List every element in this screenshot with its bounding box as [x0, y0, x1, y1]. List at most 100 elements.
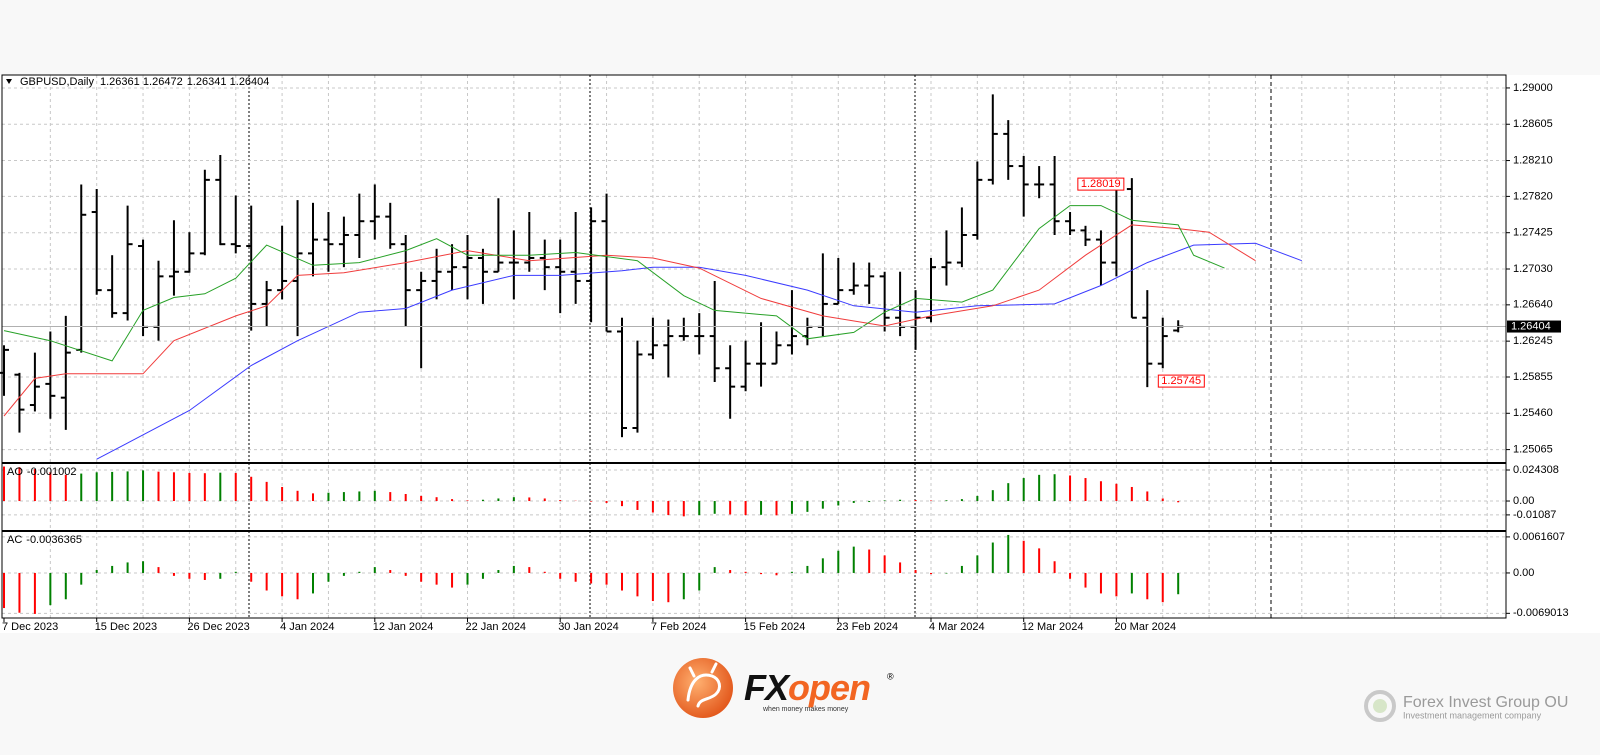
x-tick-label: 30 Jan 2024: [558, 621, 619, 633]
histogram-bar: [80, 572, 83, 585]
histogram-bar: [852, 546, 855, 573]
alligator-line: [3, 205, 1225, 362]
histogram-bar: [64, 572, 67, 600]
histogram-bar: [868, 501, 871, 503]
histogram-bar: [852, 501, 855, 503]
y-tick-label: 0.00: [1513, 567, 1534, 579]
histogram-bar: [1130, 486, 1133, 502]
histogram-bar: [713, 501, 716, 514]
histogram-bar: [1177, 572, 1180, 595]
histogram-bar: [790, 501, 793, 514]
histogram-bar: [497, 498, 500, 502]
x-tick-label: 20 Mar 2024: [1114, 621, 1176, 633]
histogram-bar: [1161, 498, 1164, 502]
y-tick-label: -0.0069013: [1513, 607, 1569, 619]
histogram-bar: [1007, 483, 1010, 502]
alligator-line: [96, 242, 1302, 460]
y-tick-label: 1.25855: [1513, 371, 1553, 383]
histogram-bar: [33, 572, 36, 614]
histogram-bar: [682, 501, 685, 517]
y-tick-label: -0.01087: [1513, 509, 1556, 521]
histogram-bar: [698, 501, 701, 516]
histogram-bar: [1022, 540, 1025, 573]
histogram-bar: [404, 572, 407, 576]
histogram-bar: [219, 572, 222, 579]
histogram-bar: [729, 501, 732, 515]
histogram-bar: [435, 497, 438, 502]
histogram-bar: [744, 571, 747, 573]
histogram-bar: [49, 572, 52, 606]
histogram-bar: [883, 500, 886, 502]
indicator-name: AC: [7, 534, 22, 546]
x-tick-label: 22 Jan 2024: [466, 621, 527, 633]
histogram-bar: [976, 555, 979, 573]
histogram-bar: [1084, 572, 1087, 588]
plot-frame: [1, 74, 1507, 619]
histogram-bar: [1022, 478, 1025, 502]
histogram-bar: [543, 571, 546, 573]
histogram-bar: [404, 494, 407, 502]
histogram-bar: [713, 567, 716, 573]
histogram-bar: [868, 549, 871, 573]
y-tick-label: 0.0061607: [1513, 531, 1565, 543]
chart-title: GBPUSD,Daily 1.26361 1.26472 1.26341 1.26404: [20, 76, 269, 88]
histogram-bar: [234, 472, 237, 502]
y-tick-label: 1.26245: [1513, 335, 1553, 347]
header-value: 1.26404: [230, 76, 270, 88]
histogram-bar: [219, 472, 222, 502]
histogram-bar: [945, 500, 948, 502]
histogram-bar: [899, 562, 902, 573]
histogram-bar: [3, 572, 5, 609]
histogram-bar: [991, 490, 994, 502]
company-logo-core: [1373, 699, 1387, 713]
histogram-bar: [95, 472, 98, 502]
histogram-bar: [95, 570, 98, 573]
histogram-bar: [899, 499, 902, 502]
histogram-bar: [296, 490, 299, 502]
histogram-bar: [621, 501, 623, 507]
histogram-bar: [203, 572, 206, 580]
indicator-value: -0.001002: [27, 466, 77, 478]
y-tick-label: 1.27820: [1513, 190, 1553, 202]
menu-triangle: [6, 79, 12, 84]
histogram-bar: [1161, 572, 1164, 603]
annotation-box: [1077, 177, 1125, 191]
histogram-bar: [528, 497, 531, 502]
histogram-bar: [590, 501, 593, 502]
histogram-bar: [960, 565, 963, 573]
company-tagline: Investment management company: [1403, 710, 1542, 720]
histogram-bar: [636, 572, 639, 597]
histogram-bar: [451, 499, 454, 502]
histogram-bar: [281, 572, 284, 597]
x-tick-label: 7 Dec 2023: [2, 621, 58, 633]
annotation-label: 1.28019: [1081, 178, 1121, 190]
histogram-bar: [1177, 501, 1180, 503]
y-tick-label: 1.26640: [1513, 299, 1553, 311]
histogram-bar: [667, 501, 670, 516]
histogram-bar: [1084, 478, 1087, 502]
histogram-bar: [1099, 481, 1102, 502]
x-tick-label: 4 Jan 2024: [280, 621, 334, 633]
histogram-bar: [837, 550, 840, 573]
histogram-bar: [172, 472, 175, 502]
histogram-bar: [605, 572, 608, 585]
y-tick-label: 0.024308: [1513, 464, 1559, 476]
current-price-label: 1.26404: [1511, 320, 1551, 332]
histogram-bar: [451, 572, 454, 588]
histogram-bar: [111, 471, 114, 502]
histogram-bar: [883, 555, 886, 573]
histogram-bar: [559, 572, 562, 579]
histogram-bar: [806, 501, 809, 512]
registered-mark: ®: [887, 671, 894, 681]
histogram-bar: [49, 472, 52, 502]
histogram-bar: [821, 558, 824, 573]
alligator-line: [3, 224, 1256, 417]
histogram-bar: [590, 572, 593, 584]
ac-title: AC -0.0036365: [7, 534, 82, 546]
histogram-bar: [172, 572, 175, 576]
histogram-bar: [821, 501, 824, 509]
histogram-bar: [157, 567, 160, 573]
histogram-bar: [1069, 475, 1072, 502]
histogram-bar: [512, 565, 515, 573]
histogram-bar: [976, 495, 979, 502]
